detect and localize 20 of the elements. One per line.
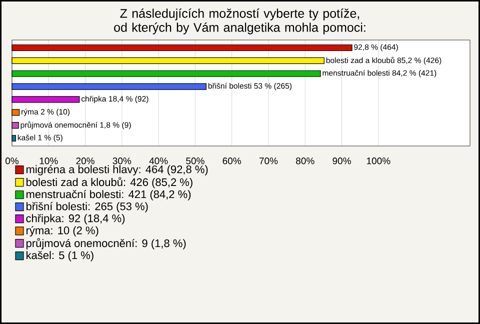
- x-tick-label: 50%: [186, 158, 204, 164]
- legend-label: rýma: 10 (2 %): [26, 226, 98, 236]
- x-tick-label: 40%: [149, 158, 168, 164]
- x-tick-label: 60%: [222, 158, 242, 164]
- legend-label: průjmová onemocnění: 9 (1,8 %): [26, 238, 186, 250]
- x-tick-label: 70%: [259, 158, 278, 164]
- x-tick-label: 100%: [366, 158, 390, 164]
- legend-label: migréna a bolesti hlavy: 464 (92,8 %): [26, 165, 208, 176]
- chart-title: Z následujících možností vyberte ty potíže, od kterých by Vám analgetika mohla pomoci:: [114, 8, 366, 34]
- legend-label: kašel: 5 (1 %): [26, 251, 94, 262]
- legend-label: břišní bolesti: 265 (53 %): [26, 202, 148, 212]
- legend-label: bolesti zad a kloubů: 426 (85,2 %): [26, 177, 192, 188]
- legend-label: chřipka: 92 (18,4 %): [26, 214, 125, 224]
- x-tick-label: 80%: [296, 158, 314, 164]
- legend-label: menstruační bolesti: 421 (84,2 %): [26, 190, 191, 200]
- x-tick-label: 0%: [6, 158, 19, 164]
- x-tick-label: 30%: [112, 158, 132, 164]
- x-tick-label: 90%: [332, 158, 351, 164]
- x-tick-label: 20%: [76, 158, 94, 164]
- x-tick-label: 10%: [40, 158, 58, 164]
